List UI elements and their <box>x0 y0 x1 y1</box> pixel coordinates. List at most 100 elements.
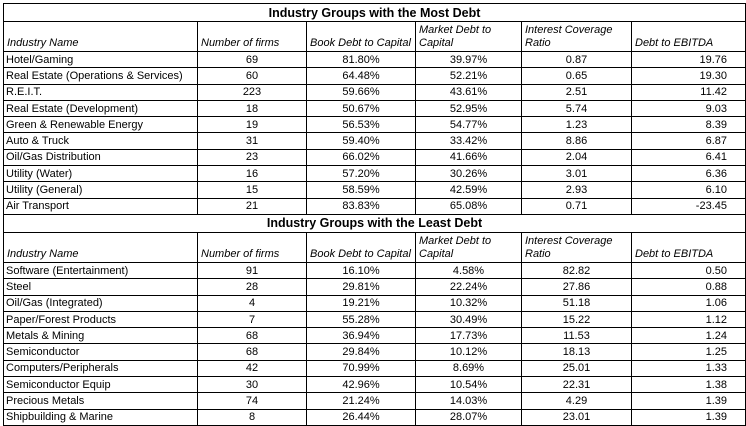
table-row: Air Transport 21 83.83% 65.08% 0.71 -23.45 <box>3 197 746 215</box>
value-cell: 36.94% <box>306 327 416 345</box>
value-cell: 15 <box>197 181 307 199</box>
column-header: Interest Coverage Ratio <box>521 231 632 263</box>
column-header-row: Industry Name Number of firms Book Debt to… <box>3 21 746 52</box>
column-header: Industry Name <box>3 231 198 263</box>
value-cell: 1.24 <box>631 327 746 345</box>
value-cell: 1.06 <box>631 294 746 312</box>
value-cell: 52.95% <box>415 99 522 118</box>
value-cell: 22.24% <box>415 278 522 296</box>
value-cell: 8 <box>197 408 307 426</box>
value-cell: 42.59% <box>415 181 522 199</box>
value-cell: 4.58% <box>415 261 522 280</box>
value-cell: 5.74 <box>521 99 632 118</box>
value-cell: 19 <box>197 116 307 134</box>
value-cell: 0.50 <box>631 261 746 280</box>
section-title: Industry Groups with the Least Debt <box>3 213 746 233</box>
value-cell: 42 <box>197 359 307 378</box>
value-cell: 16.10% <box>306 261 416 280</box>
table-row: Oil/Gas (Integrated) 4 19.21% 10.32% 51.18 1.… <box>3 294 746 312</box>
column-header: Number of firms <box>197 21 307 52</box>
column-header-row: Industry Name Number of firms Book Debt to… <box>3 231 746 263</box>
industry-name-cell: Real Estate (Operations & Services) <box>3 67 198 85</box>
table-row: Oil/Gas Distribution 23 66.02% 41.66% 2.04 6.… <box>3 148 746 167</box>
industry-name-cell: Precious Metals <box>3 392 198 410</box>
value-cell: 14.03% <box>415 392 522 410</box>
industry-name-cell: Oil/Gas Distribution <box>3 148 198 167</box>
value-cell: 42.96% <box>306 376 416 394</box>
value-cell: 28 <box>197 278 307 296</box>
column-header: Market Debt to Capital <box>415 21 522 52</box>
value-cell: 30.49% <box>415 310 522 329</box>
section-title: Industry Groups with the Most Debt <box>3 3 746 22</box>
table-row: Shipbuilding & Marine 8 26.44% 28.07% 23.01 1… <box>3 408 746 426</box>
column-header: Number of firms <box>197 231 307 263</box>
value-cell: 59.66% <box>306 83 416 101</box>
value-cell: 8.69% <box>415 359 522 378</box>
table-row: Software (Entertainment) 91 16.10% 4.58% 82.… <box>3 261 746 280</box>
value-cell: 4 <box>197 294 307 312</box>
value-cell: 56.53% <box>306 116 416 134</box>
value-cell: 29.81% <box>306 278 416 296</box>
industry-name-cell: Oil/Gas (Integrated) <box>3 294 198 312</box>
value-cell: 33.42% <box>415 132 522 150</box>
value-cell: 74 <box>197 392 307 410</box>
industry-name-cell: Green & Renewable Energy <box>3 116 198 134</box>
value-cell: 1.23 <box>521 116 632 134</box>
table-row: Computers/Peripherals 42 70.99% 8.69% 25.01 1… <box>3 359 746 378</box>
value-cell: 223 <box>197 83 307 101</box>
value-cell: 15.22 <box>521 310 632 329</box>
industry-name-cell: Utility (General) <box>3 181 198 199</box>
industry-name-cell: Computers/Peripherals <box>3 359 198 378</box>
value-cell: 27.86 <box>521 278 632 296</box>
debt-tables: Industry Groups with the Most Debt Indust… <box>3 3 746 426</box>
value-cell: 11.53 <box>521 327 632 345</box>
value-cell: -23.45 <box>631 197 746 215</box>
value-cell: 19.30 <box>631 67 746 85</box>
value-cell: 6.87 <box>631 132 746 150</box>
value-cell: 6.10 <box>631 181 746 199</box>
value-cell: 2.51 <box>521 83 632 101</box>
value-cell: 3.01 <box>521 165 632 183</box>
industry-name-cell: Air Transport <box>3 197 198 215</box>
value-cell: 8.39 <box>631 116 746 134</box>
value-cell: 1.39 <box>631 392 746 410</box>
value-cell: 23 <box>197 148 307 167</box>
value-cell: 0.87 <box>521 50 632 69</box>
value-cell: 83.83% <box>306 197 416 215</box>
column-header: Debt to EBITDA <box>631 231 746 263</box>
value-cell: 10.12% <box>415 343 522 361</box>
value-cell: 66.02% <box>306 148 416 167</box>
value-cell: 25.01 <box>521 359 632 378</box>
value-cell: 10.32% <box>415 294 522 312</box>
value-cell: 6.41 <box>631 148 746 167</box>
value-cell: 41.66% <box>415 148 522 167</box>
table-row: Green & Renewable Energy 19 56.53% 54.77% 1.… <box>3 116 746 134</box>
table-row: Semiconductor 68 29.84% 10.12% 18.13 1.25 <box>3 343 746 361</box>
value-cell: 23.01 <box>521 408 632 426</box>
industry-name-cell: Shipbuilding & Marine <box>3 408 198 426</box>
table-row: Hotel/Gaming 69 81.80% 39.97% 0.87 19.76 <box>3 50 746 69</box>
industry-name-cell: Steel <box>3 278 198 296</box>
value-cell: 1.25 <box>631 343 746 361</box>
table-row: Real Estate (Development) 18 50.67% 52.95% 5… <box>3 99 746 118</box>
value-cell: 6.36 <box>631 165 746 183</box>
value-cell: 17.73% <box>415 327 522 345</box>
value-cell: 16 <box>197 165 307 183</box>
column-header: Book Debt to Capital <box>306 21 416 52</box>
value-cell: 29.84% <box>306 343 416 361</box>
value-cell: 65.08% <box>415 197 522 215</box>
section-title-row: Industry Groups with the Least Debt <box>3 213 746 233</box>
table-row: Steel 28 29.81% 22.24% 27.86 0.88 <box>3 278 746 296</box>
column-header: Interest Coverage Ratio <box>521 21 632 52</box>
value-cell: 70.99% <box>306 359 416 378</box>
value-cell: 30 <box>197 376 307 394</box>
column-header: Book Debt to Capital <box>306 231 416 263</box>
value-cell: 21.24% <box>306 392 416 410</box>
value-cell: 21 <box>197 197 307 215</box>
value-cell: 8.86 <box>521 132 632 150</box>
value-cell: 4.29 <box>521 392 632 410</box>
value-cell: 81.80% <box>306 50 416 69</box>
value-cell: 22.31 <box>521 376 632 394</box>
table-row: Metals & Mining 68 36.94% 17.73% 11.53 1.24 <box>3 327 746 345</box>
